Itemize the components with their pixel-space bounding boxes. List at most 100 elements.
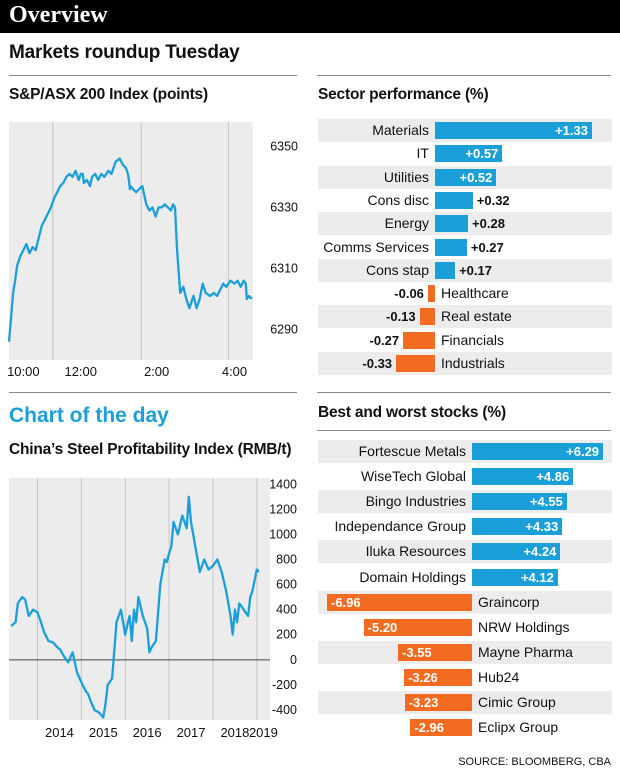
y-tick-label: -200: [272, 678, 297, 692]
bar: [472, 543, 561, 561]
stocks-bar-chart: Fortescue Metals +6.29 WiseTech Global +4.8…: [318, 440, 612, 745]
bar-value: -0.13: [386, 309, 416, 325]
after-hours-area: [252, 122, 255, 360]
bar-value: -0.06: [394, 286, 424, 302]
bar: [472, 518, 563, 536]
divider: [9, 75, 297, 76]
bar-label: Cimic Group: [478, 694, 556, 710]
bar-row: Cimic Group -3.23: [318, 691, 612, 714]
divider: [317, 430, 611, 431]
bar: [435, 122, 592, 139]
bar-row: Energy +0.28: [318, 212, 612, 236]
x-tick-label: 2015: [89, 725, 118, 740]
bar-label: Real estate: [441, 308, 512, 325]
bar-label: Utilities: [383, 168, 429, 185]
bar-label: Domain Holdings: [359, 568, 466, 585]
asx-chart-title: S&P/ASX 200 Index (points): [9, 86, 208, 103]
bar-row: Real estate -0.13: [318, 305, 612, 329]
divider: [9, 392, 297, 393]
x-tick-label: 10:00: [7, 364, 40, 379]
y-tick-label: 1000: [269, 527, 297, 541]
bar-value: -3.23: [408, 695, 439, 710]
bar-value: -3.26: [408, 669, 438, 685]
y-tick-label: 400: [276, 603, 297, 617]
bar-label: IT: [416, 145, 429, 162]
bar-row: IT +0.57: [318, 142, 612, 165]
divider: [317, 75, 611, 76]
bar: [435, 168, 497, 186]
bar: [327, 593, 472, 611]
bar-row: Healthcare -0.06: [318, 282, 612, 305]
bar-label: Eclipx Group: [478, 719, 559, 736]
bar-row: Eclipx Group -2.96: [318, 716, 612, 739]
bar-value: +1.33: [555, 123, 588, 138]
bar: [410, 719, 472, 737]
bar-label: Independance Group: [334, 518, 466, 535]
bar-label: Financials: [441, 331, 505, 348]
bar-label: Mayne Pharma: [478, 643, 573, 660]
bar: [435, 191, 473, 209]
y-tick-label: 6310: [270, 261, 298, 275]
y-tick-label: 600: [276, 578, 297, 592]
bar-row: Independance Group +4.33: [318, 515, 612, 538]
x-tick-label: 2014: [45, 725, 74, 740]
bar: [419, 308, 435, 326]
bar-row: Iluka Resources +4.24: [318, 540, 612, 564]
bar-row: Mayne Pharma -3.55: [318, 640, 612, 664]
bar-value: -0.33: [362, 356, 393, 371]
x-tick-label: 2016: [133, 725, 162, 740]
header-bar: Overview: [0, 0, 620, 33]
bar-label: Healthcare: [441, 285, 509, 302]
bar-row: Financials -0.27: [318, 329, 612, 352]
bar: [404, 694, 472, 711]
bar-row: WiseTech Global +4.86: [318, 465, 612, 488]
bar: [403, 331, 435, 349]
x-tick-label: 2:00: [144, 364, 169, 379]
bar-value: -0.27: [369, 332, 400, 348]
bar: [435, 145, 503, 163]
asx-line-chart: 6290 6310 6330 6350 10:00 12:00 2:00 4:00: [7, 122, 298, 379]
bar-row: Bingo Industries +4.55: [318, 490, 612, 514]
bar-label: Fortescue Metals: [358, 443, 466, 459]
bar-label: Comms Services: [323, 238, 429, 255]
bar-row: Cons disc +0.32: [318, 189, 612, 212]
bar-value: +4.55: [529, 494, 563, 510]
divider: [317, 392, 611, 393]
sector-chart-title: Sector performance (%): [318, 86, 489, 103]
bar-value: -3.55: [402, 644, 432, 660]
x-tick-label: 4:00: [222, 364, 247, 379]
bar-row: Domain Holdings +4.12: [318, 566, 612, 589]
bar-value: +4.24: [523, 544, 557, 560]
bar-label: Materials: [372, 122, 429, 138]
bar: [435, 215, 469, 233]
bar-value: +0.57: [465, 146, 499, 162]
y-tick-label: 6350: [270, 139, 298, 153]
y-tick-label: 6330: [270, 200, 298, 214]
bar: [472, 568, 558, 586]
bar-value: +0.27: [470, 239, 504, 255]
bar-label: Hub24: [478, 668, 520, 685]
sector-bar-chart: Materials +1.33 IT +0.57 Utilities +0.52 Cons …: [318, 119, 612, 379]
bar-value: +0.32: [476, 192, 510, 208]
bar: [472, 468, 574, 486]
x-tick-label: 2017: [177, 725, 206, 740]
y-tick-label: 6290: [270, 322, 298, 336]
bar-label: Graincorp: [478, 593, 540, 610]
bar-row: Materials +1.33: [318, 119, 612, 142]
bar-value: +4.33: [525, 519, 559, 535]
bar-label: Cons disc: [367, 191, 429, 208]
bar-row: Graincorp -6.96: [318, 590, 612, 614]
bar-row: Cons stap +0.17: [318, 258, 612, 282]
bar: [404, 668, 472, 686]
y-tick-label: 800: [276, 553, 297, 567]
source-note: SOURCE: BLOOMBERG, CBA: [458, 756, 611, 768]
bar-label: Iluka Resources: [365, 543, 466, 560]
chart-of-day-heading: Chart of the day: [9, 404, 169, 427]
y-tick-label: 0: [290, 653, 297, 667]
bar-row: Fortescue Metals +6.29: [318, 440, 612, 463]
bar-value: +4.12: [520, 569, 554, 585]
x-tick-label: 2018: [220, 725, 249, 740]
bar-row: Hub24 -3.26: [318, 666, 612, 689]
bar: [472, 493, 567, 511]
bar: [435, 238, 467, 256]
